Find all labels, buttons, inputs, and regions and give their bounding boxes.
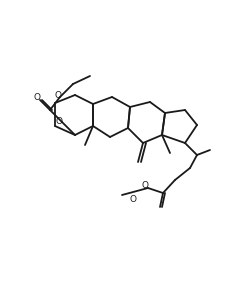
Text: O: O — [55, 117, 63, 125]
Text: O: O — [54, 91, 61, 101]
Text: O: O — [33, 93, 40, 101]
Text: O: O — [130, 194, 136, 203]
Text: O: O — [141, 182, 148, 190]
